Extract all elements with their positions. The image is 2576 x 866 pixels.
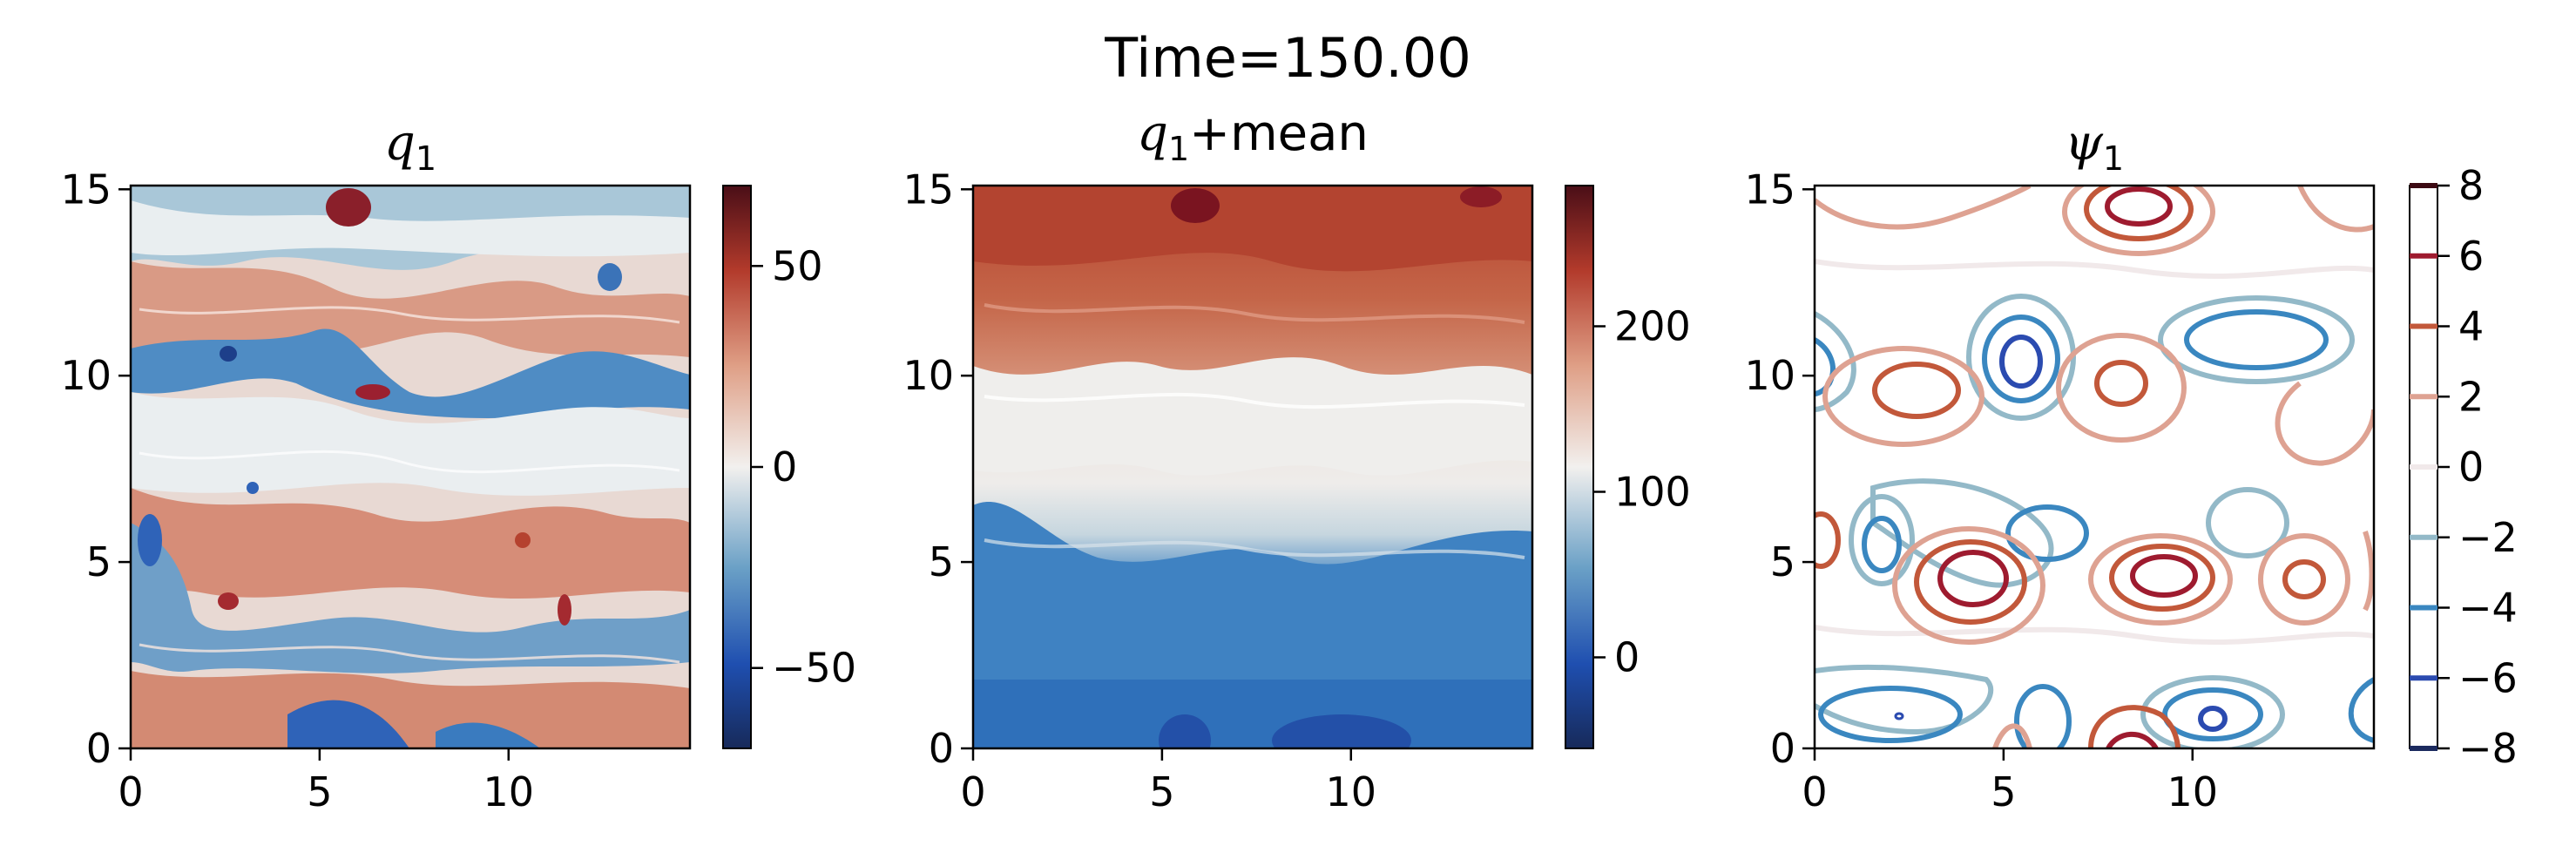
q1-axes: 0 5 10 0 5 10 15 bbox=[60, 166, 534, 815]
colorbar-tick-label: 0 bbox=[2458, 443, 2484, 491]
y-tick-label: 5 bbox=[86, 538, 112, 585]
x-tick-label: 10 bbox=[2167, 768, 2219, 815]
x-tick-label: 0 bbox=[960, 768, 985, 815]
colorbar-tick-label: 200 bbox=[1614, 303, 1691, 350]
y-tick-label: 15 bbox=[903, 166, 954, 213]
x-tick-label: 0 bbox=[118, 768, 143, 815]
y-tick-label: 10 bbox=[903, 352, 954, 399]
x-tick-label: 5 bbox=[307, 768, 332, 815]
colorbar-tick-label: 8 bbox=[2458, 162, 2484, 209]
q1-mean-colorbar bbox=[1565, 185, 1594, 749]
psi1-title: ψ1 bbox=[2065, 115, 2124, 178]
y-tick-label: 0 bbox=[1770, 725, 1795, 772]
colorbar-tick-label: −8 bbox=[2458, 725, 2518, 772]
q1-mean-title: q1+mean bbox=[1137, 105, 1369, 168]
x-tick-label: 5 bbox=[1149, 768, 1174, 815]
y-tick-label: 15 bbox=[60, 166, 112, 213]
panel-q1: 0 5 10 0 5 10 15 q1 −50 0 50 bbox=[60, 115, 856, 815]
q1-colorbar bbox=[722, 185, 752, 749]
y-tick-label: 10 bbox=[60, 352, 112, 399]
colorbar-tick-label: 0 bbox=[1614, 634, 1640, 681]
colorbar-tick-label: −4 bbox=[2458, 585, 2518, 632]
colorbar-tick-label: 6 bbox=[2458, 233, 2484, 280]
q1-mean-colorbar-ticks: 0 100 200 bbox=[1593, 303, 1691, 681]
x-tick-label: 10 bbox=[1326, 768, 1377, 815]
q1-colorbar-ticks: −50 0 50 bbox=[751, 242, 856, 692]
colorbar-tick-label: 50 bbox=[772, 242, 823, 289]
x-tick-label: 5 bbox=[1991, 768, 2016, 815]
colorbar-tick-label: 2 bbox=[2458, 373, 2484, 420]
figure-suptitle: Time=150.00 bbox=[1105, 26, 1471, 90]
colorbar-tick-label: 4 bbox=[2458, 303, 2484, 350]
y-tick-label: 5 bbox=[929, 538, 954, 585]
psi1-colorbar-levels: −8 −6 −4 −2 0 2 4 6 8 bbox=[2410, 162, 2518, 772]
colorbar-tick-label: −50 bbox=[772, 645, 856, 692]
colorbar-tick-label: −6 bbox=[2458, 654, 2518, 701]
x-tick-label: 0 bbox=[1802, 768, 1827, 815]
q1-title: q1 bbox=[384, 115, 436, 178]
psi1-contours bbox=[1815, 186, 2374, 748]
q1-field bbox=[131, 186, 690, 748]
y-tick-label: 10 bbox=[1744, 352, 1795, 399]
q1-mean-axes: 0 5 10 0 5 10 15 bbox=[903, 166, 1376, 815]
psi1-axes: 0 5 10 0 5 10 15 bbox=[1744, 166, 2218, 815]
colorbar-tick-label: 0 bbox=[772, 443, 797, 491]
y-tick-label: 15 bbox=[1744, 166, 1795, 213]
y-tick-label: 0 bbox=[929, 725, 954, 772]
x-tick-label: 10 bbox=[483, 768, 535, 815]
colorbar-tick-label: 100 bbox=[1614, 469, 1691, 516]
colorbar-tick-label: −2 bbox=[2458, 514, 2518, 561]
y-tick-label: 0 bbox=[86, 725, 112, 772]
q1-mean-field bbox=[973, 186, 1532, 748]
panel-psi1: 0 5 10 0 5 10 15 ψ1 −8 −6 −4 −2 0 2 4 6 8 bbox=[1744, 115, 2517, 815]
y-tick-label: 5 bbox=[1770, 538, 1795, 585]
